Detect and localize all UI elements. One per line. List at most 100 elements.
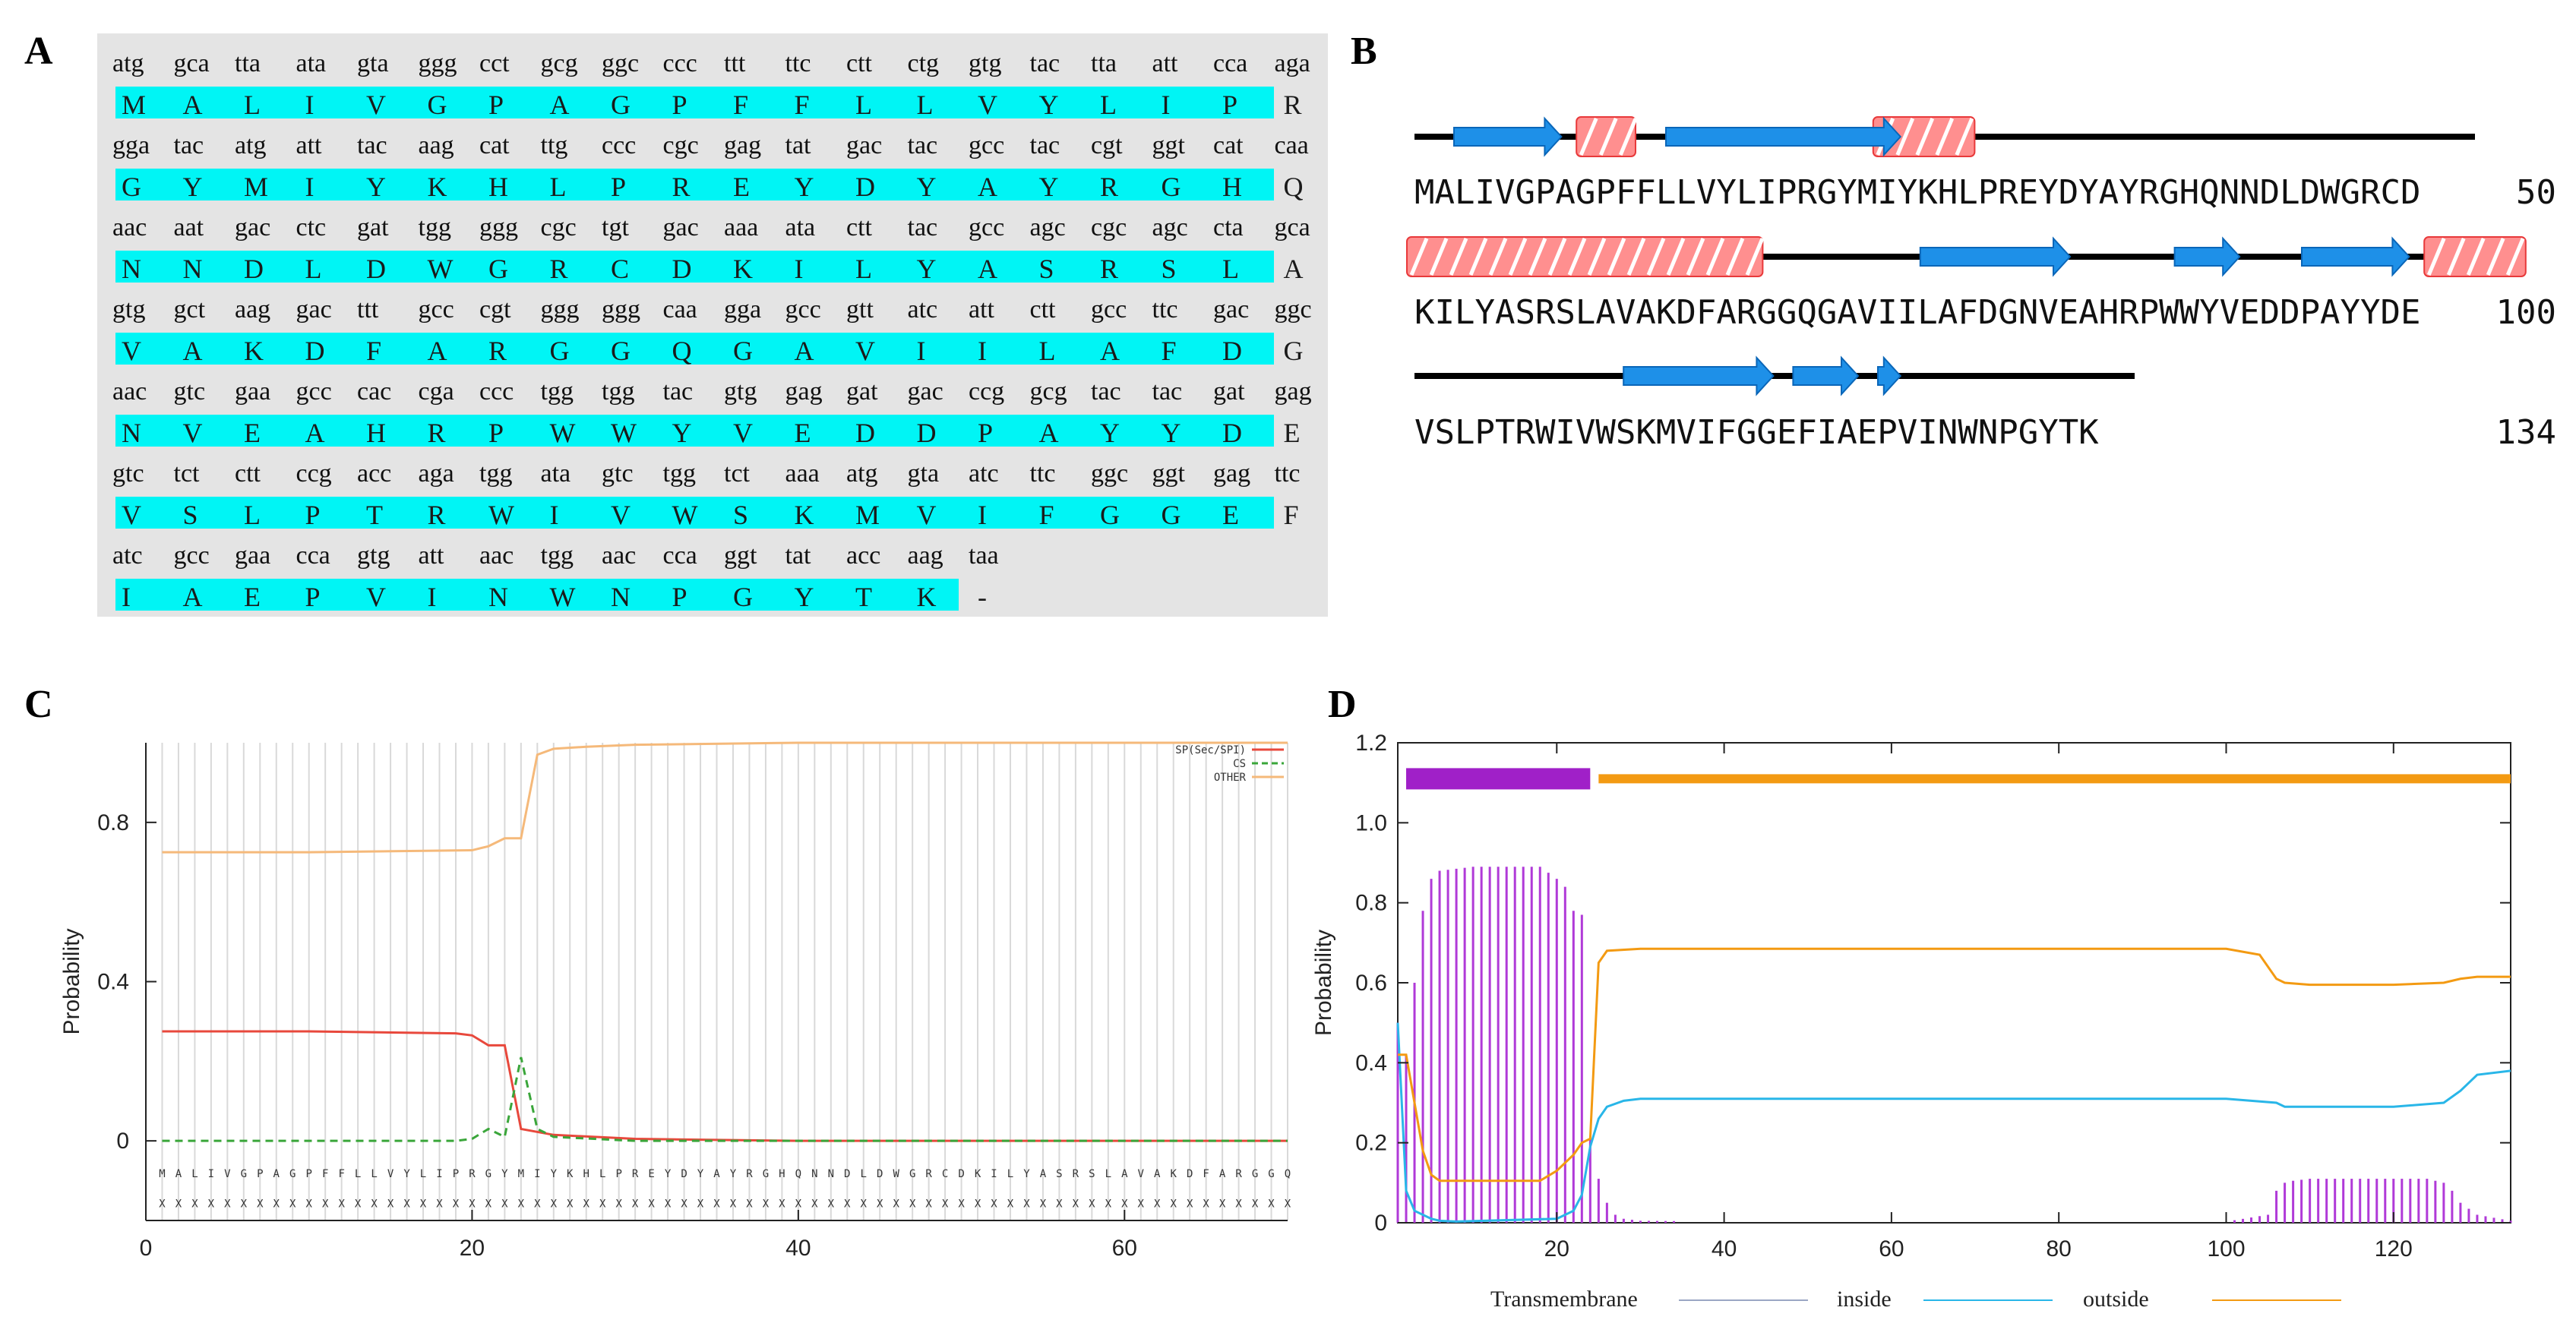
strand-arrow — [2301, 236, 2410, 277]
codon: gac — [663, 213, 699, 242]
amino-acid: Y — [917, 172, 937, 202]
amino-acid: L — [550, 172, 567, 202]
cleavage-marker: X — [534, 1198, 541, 1210]
helix-stripe — [1607, 238, 1626, 276]
codon: tac — [1152, 377, 1183, 406]
codon: gtc — [602, 459, 634, 488]
amino-acid: W — [672, 500, 698, 530]
panel-d-label: D — [1328, 683, 1357, 726]
x-tick-label: 100 — [2207, 1236, 2245, 1261]
y-axis-label: Probability — [1311, 930, 1336, 1036]
amino-acid: D — [855, 172, 875, 202]
codon: ggt — [724, 542, 757, 570]
amino-acid: S — [1039, 254, 1054, 284]
sequence-letter: R — [1073, 1168, 1079, 1180]
codon: gta — [908, 459, 940, 488]
codon: ttc — [1152, 295, 1178, 324]
legend-label: SP(Sec/SPI) — [1175, 744, 1246, 756]
amino-acid: V — [978, 90, 997, 120]
cleavage-marker: X — [191, 1198, 198, 1210]
cleavage-marker: X — [1187, 1198, 1193, 1210]
sequence-letter: H — [583, 1168, 589, 1180]
amino-acid: A — [978, 172, 997, 202]
amino-acid: H — [366, 418, 386, 448]
codon: cat — [479, 131, 510, 159]
codon: tat — [785, 131, 812, 159]
cleavage-marker: X — [1138, 1198, 1145, 1210]
codon: gac — [908, 377, 943, 406]
codon: atc — [969, 459, 999, 488]
sequence-letter: G — [763, 1168, 769, 1180]
legend-label: Transmembrane — [1490, 1287, 1638, 1312]
helix-stripe — [1745, 238, 1765, 276]
sequence-letter: G — [485, 1168, 491, 1180]
codon: ccg — [296, 459, 332, 488]
sequence-line: MALIVGPAGPFFLLVYLIPRGYMIYKHLPREYDYAYRGHQ… — [1414, 173, 2421, 212]
amino-acid: N — [488, 582, 508, 612]
amino-acid: F — [1039, 500, 1054, 530]
codon: tta — [235, 49, 261, 77]
amino-acid: W — [611, 418, 637, 448]
series-sp-sec-spi- — [162, 1030, 1288, 1142]
panel-a-label: A — [24, 30, 53, 73]
amino-acid: W — [428, 254, 454, 284]
cleavage-marker: X — [795, 1198, 802, 1210]
cleavage-marker: X — [746, 1198, 753, 1210]
topology-bar-transmembrane — [1406, 768, 1591, 790]
codon: ggg — [419, 49, 457, 77]
cleavage-marker: X — [1252, 1198, 1259, 1210]
sequence-letter: N — [828, 1168, 834, 1180]
y-axis-label: Probability — [59, 928, 84, 1034]
sequence-letter: L — [1105, 1168, 1111, 1180]
codon: ccc — [602, 131, 636, 159]
codon: tac — [357, 131, 387, 159]
amino-acid: I — [795, 254, 804, 284]
codon: tgg — [663, 459, 696, 488]
cleavage-marker: X — [1285, 1198, 1291, 1210]
amino-acid: R — [1100, 254, 1118, 284]
helix-stripe — [1895, 118, 1915, 156]
series-other — [162, 741, 1288, 854]
codon: atg — [235, 131, 267, 159]
sequence-letter: R — [469, 1168, 476, 1180]
amino-acid: N — [122, 254, 141, 284]
aa-highlight-row — [115, 169, 1274, 201]
codon: gga — [724, 295, 761, 324]
amino-acid: P — [978, 418, 993, 448]
x-tick-label: 40 — [785, 1236, 811, 1261]
cleavage-marker: X — [289, 1198, 296, 1210]
amino-acid: L — [1100, 90, 1117, 120]
cleavage-marker: X — [403, 1198, 410, 1210]
sequence-letter: L — [861, 1168, 867, 1180]
cleavage-marker: X — [909, 1198, 916, 1210]
amino-acid: G — [122, 172, 141, 202]
amino-acid: G — [611, 336, 631, 366]
helix-stripe — [1646, 238, 1666, 276]
legend-label: CS — [1233, 758, 1246, 770]
sequence-letter: Q — [795, 1168, 801, 1180]
amino-acid: N — [183, 254, 203, 284]
helix-stripe — [1449, 238, 1468, 276]
amino-acid: K — [428, 172, 447, 202]
panel-a-background — [97, 33, 1328, 617]
sequence-letter: M — [518, 1168, 524, 1180]
sequence-letter: I — [991, 1168, 997, 1180]
codon: gac — [235, 213, 270, 242]
amino-acid: G — [1284, 336, 1304, 366]
codon: ttc — [1030, 459, 1056, 488]
cleavage-marker: X — [583, 1198, 590, 1210]
cleavage-marker: X — [322, 1198, 329, 1210]
codon: ctt — [846, 49, 873, 77]
amino-acid: C — [611, 254, 629, 284]
y-tick-label: 0.8 — [1355, 891, 1387, 916]
amino-acid: V — [366, 582, 386, 612]
cleavage-marker: X — [1170, 1198, 1177, 1210]
codon: caa — [663, 295, 697, 324]
amino-acid: I — [428, 582, 437, 612]
amino-acid: Y — [1039, 90, 1059, 120]
sequence-letter: N — [811, 1168, 817, 1180]
sequence-letter: H — [779, 1168, 785, 1180]
panel-a-sequence: atg gca tta ata gta ggg cct gcg ggc ccc ttt ttc ctt c… — [112, 49, 1312, 612]
amino-acid: E — [1222, 500, 1239, 530]
helix-stripe — [1618, 118, 1638, 156]
